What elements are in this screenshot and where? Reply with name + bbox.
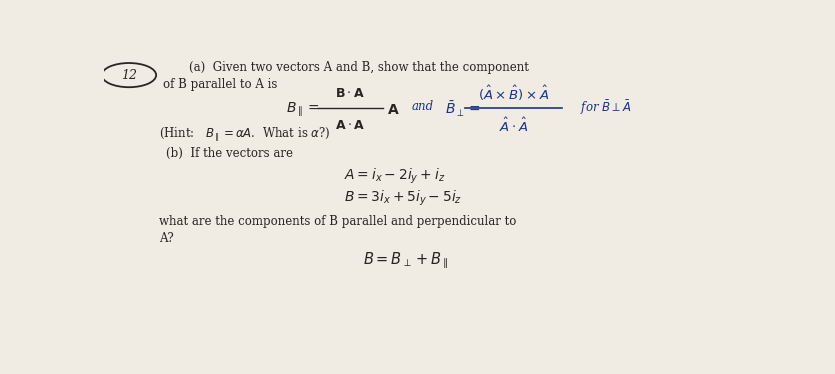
Text: and: and [412,100,434,113]
Text: $\mathbf{A}$: $\mathbf{A}$ [387,103,399,117]
Text: $\bar{B}_\perp=$: $\bar{B}_\perp=$ [445,100,481,119]
Text: $\mathbf{A}\cdot\mathbf{A}$: $\mathbf{A}\cdot\mathbf{A}$ [335,119,366,132]
Text: (b)  If the vectors are: (b) If the vectors are [166,147,293,160]
Text: $B=B_\perp+B_\parallel$: $B=B_\perp+B_\parallel$ [363,250,448,271]
Text: for $\bar{B}\perp\bar{A}$: for $\bar{B}\perp\bar{A}$ [580,99,631,117]
Text: $B=3i_x+5i_y-5i_z$: $B=3i_x+5i_y-5i_z$ [344,188,462,208]
Text: (a)  Given two vectors A and B, show that the component: (a) Given two vectors A and B, show that… [189,61,529,74]
Text: $A=i_x-2i_y+i_z$: $A=i_x-2i_y+i_z$ [344,167,445,186]
Text: $\hat{A}\cdot\hat{A}$: $\hat{A}\cdot\hat{A}$ [498,116,528,135]
Text: $B_\parallel=$: $B_\parallel=$ [286,101,319,119]
Text: $(\hat{A}\times\hat{B})\times\hat{A}$: $(\hat{A}\times\hat{B})\times\hat{A}$ [478,83,549,102]
Text: what are the components of B parallel and perpendicular to: what are the components of B parallel an… [159,215,517,228]
Text: A?: A? [159,232,175,245]
Text: (Hint:   $B_\parallel=\alpha A$.  What is $\alpha$?): (Hint: $B_\parallel=\alpha A$. What is $… [159,126,331,143]
Text: 12: 12 [121,68,137,82]
Text: $\mathbf{B}\cdot\mathbf{A}$: $\mathbf{B}\cdot\mathbf{A}$ [336,86,365,99]
Text: of B parallel to A is: of B parallel to A is [163,79,277,91]
